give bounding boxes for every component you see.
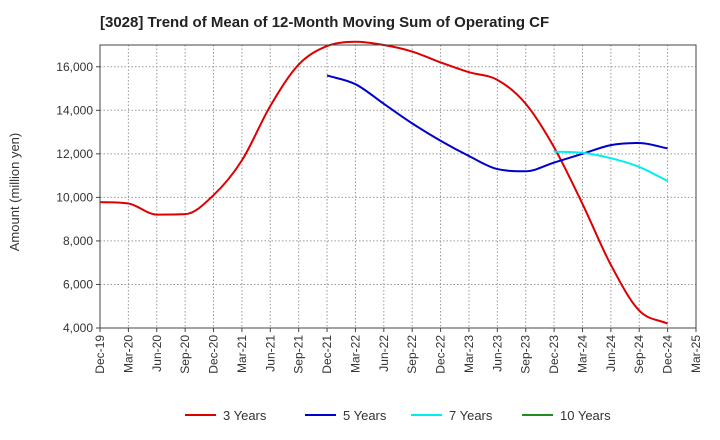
legend-label-10-years: 10 Years (560, 408, 611, 423)
x-tick-label: Mar-23 (462, 335, 476, 373)
chart-title: [3028] Trend of Mean of 12-Month Moving … (100, 14, 549, 31)
series-line-7-years (554, 150, 669, 182)
grid (100, 45, 696, 329)
y-tick-label: 14,000 (56, 103, 93, 117)
x-tick-label: Dec-22 (434, 335, 448, 374)
y-axis-label: Amount (million yen) (7, 133, 22, 252)
x-tick-label: Dec-19 (93, 335, 107, 374)
y-tick-label: 10,000 (56, 190, 93, 204)
x-axis-ticks: Dec-19 Mar-20 Jun-20 Sep-20 Dec-20 Mar-21 Jun-… (93, 328, 703, 374)
y-tick-label: 4,000 (63, 321, 93, 335)
x-tick-label: Sep-20 (178, 335, 192, 374)
y-tick-label: 8,000 (63, 234, 93, 248)
legend-label-7-years: 7 Years (449, 408, 493, 423)
legend-label-3-years: 3 Years (223, 408, 267, 423)
y-tick-label: 16,000 (56, 60, 93, 74)
y-axis-ticks: 4,000 6,000 8,000 10,000 12,000 14,000 16,000 (56, 60, 100, 335)
x-tick-label: Jun-22 (377, 335, 391, 372)
y-tick-label: 6,000 (63, 277, 93, 291)
x-tick-label: Mar-24 (575, 335, 589, 373)
x-tick-label: Mar-22 (348, 335, 362, 373)
x-tick-label: Dec-20 (207, 335, 221, 374)
x-tick-label: Sep-22 (405, 335, 419, 374)
x-tick-label: Mar-20 (121, 335, 135, 373)
x-tick-label: Sep-21 (292, 335, 306, 374)
x-tick-label: Dec-23 (547, 335, 561, 374)
x-tick-label: Dec-21 (320, 335, 334, 374)
x-tick-label: Dec-24 (661, 335, 675, 374)
x-tick-label: Mar-21 (235, 335, 249, 373)
legend-label-5-years: 5 Years (343, 408, 387, 423)
series-line-5-years (326, 74, 668, 173)
y-tick-label: 12,000 (56, 147, 93, 161)
x-tick-label: Jun-24 (604, 335, 618, 372)
x-tick-label: Jun-20 (150, 335, 164, 372)
plot-frame (99, 44, 697, 329)
x-tick-label: Sep-24 (632, 335, 646, 374)
x-tick-label: Sep-23 (519, 335, 533, 374)
x-tick-label: Jun-21 (263, 335, 277, 372)
x-tick-label: Mar-25 (689, 335, 703, 373)
legend: 3 Years 5 Years 7 Years 10 Years (185, 408, 611, 423)
x-tick-label: Jun-23 (490, 335, 504, 372)
